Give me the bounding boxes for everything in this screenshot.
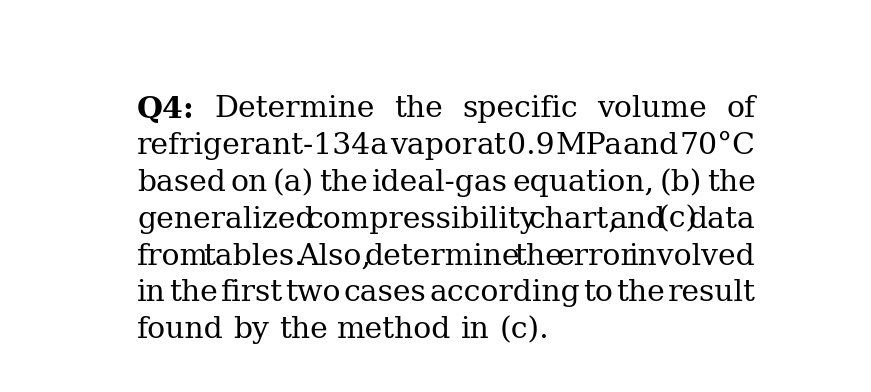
- Text: first: first: [220, 279, 283, 307]
- Text: two: two: [286, 279, 341, 307]
- Text: from: from: [138, 243, 209, 270]
- Text: error: error: [557, 243, 635, 270]
- Text: the: the: [319, 169, 368, 197]
- Text: (c): (c): [658, 206, 698, 234]
- Text: volume: volume: [598, 95, 707, 123]
- Text: the: the: [395, 95, 443, 123]
- Text: refrigerant-134a: refrigerant-134a: [138, 132, 389, 160]
- Text: involved: involved: [629, 243, 755, 270]
- Text: in: in: [138, 279, 166, 307]
- Text: on: on: [231, 169, 268, 197]
- Text: according: according: [429, 279, 580, 307]
- Text: 70°C: 70°C: [679, 132, 755, 160]
- Text: determine: determine: [365, 243, 520, 270]
- Text: equation,: equation,: [513, 169, 655, 197]
- Text: (c).: (c).: [499, 316, 549, 344]
- Text: the: the: [706, 169, 755, 197]
- Text: found: found: [138, 316, 224, 344]
- Text: based: based: [138, 169, 226, 197]
- Text: tables.: tables.: [203, 243, 303, 270]
- Text: ideal-gas: ideal-gas: [372, 169, 508, 197]
- Text: the: the: [279, 316, 327, 344]
- Text: Also,: Also,: [297, 243, 371, 270]
- Text: MPa: MPa: [555, 132, 622, 160]
- Text: method: method: [337, 316, 451, 344]
- Text: Determine: Determine: [214, 95, 375, 123]
- Text: the: the: [169, 279, 218, 307]
- Text: the: the: [514, 243, 563, 270]
- Text: 0.9: 0.9: [507, 132, 555, 160]
- Text: at: at: [476, 132, 506, 160]
- Text: the: the: [616, 279, 665, 307]
- Text: vapor: vapor: [390, 132, 476, 160]
- Text: (b): (b): [659, 169, 702, 197]
- Text: to: to: [584, 279, 613, 307]
- Text: specific: specific: [463, 95, 578, 123]
- Text: compressibility: compressibility: [307, 206, 537, 234]
- Text: result: result: [668, 279, 755, 307]
- Text: data: data: [689, 206, 755, 234]
- Text: and: and: [610, 206, 665, 234]
- Text: chart,: chart,: [529, 206, 618, 234]
- Text: in: in: [461, 316, 490, 344]
- Text: of: of: [726, 95, 755, 123]
- Text: (a): (a): [273, 169, 314, 197]
- Text: generalized: generalized: [138, 206, 314, 234]
- Text: Q4:: Q4:: [138, 95, 195, 124]
- Text: and: and: [623, 132, 679, 160]
- Text: cases: cases: [344, 279, 427, 307]
- Text: by: by: [233, 316, 269, 344]
